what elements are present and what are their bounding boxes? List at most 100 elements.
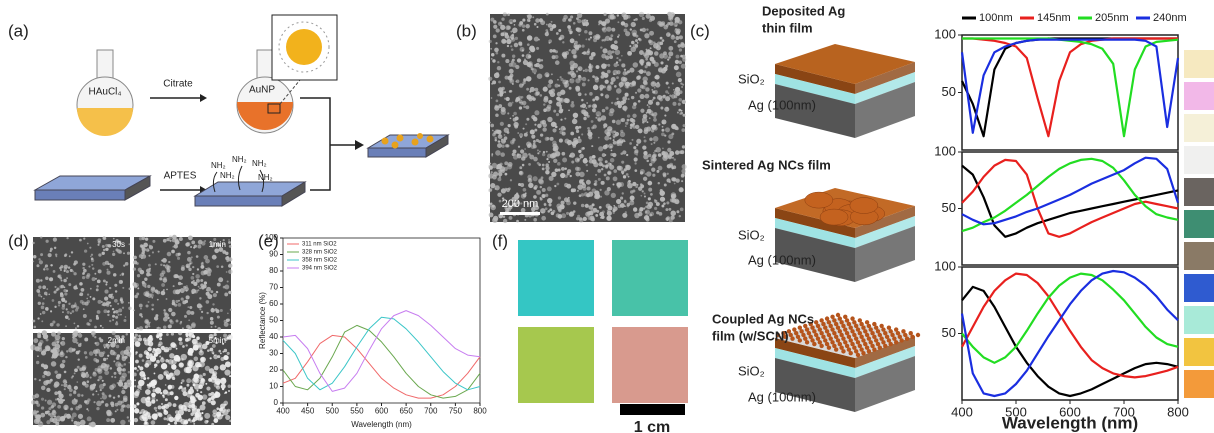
sem-grain (171, 311, 176, 317)
nc-dot (781, 330, 786, 336)
sem-grain (114, 376, 117, 379)
sem-grain (43, 364, 49, 370)
sem-grain (527, 174, 533, 180)
sem-grain (216, 407, 220, 411)
sem-grain (124, 316, 127, 318)
sem-grain (569, 154, 572, 158)
sem-grain (183, 420, 189, 425)
sem-grain (611, 130, 615, 134)
sem-grain (178, 387, 181, 390)
sem-grain (616, 76, 619, 80)
sem-grain (187, 306, 190, 309)
sem-grain (675, 178, 680, 183)
sem-grain (48, 293, 51, 296)
sem-grain (122, 387, 124, 390)
sem-grain (79, 292, 84, 297)
sem-grain (582, 69, 585, 72)
sem-grain (497, 192, 502, 197)
sem-grain (169, 239, 172, 242)
sem-grain (582, 159, 585, 162)
sem-grain (189, 261, 193, 265)
sem-grain (612, 13, 615, 15)
legend-label: 240nm (1153, 12, 1187, 24)
sem-grain (643, 207, 646, 210)
sem-grain (656, 169, 660, 173)
nc-dot (833, 334, 839, 340)
sem-grain (667, 21, 671, 25)
sem-grain (535, 138, 539, 143)
sem-grain (618, 199, 621, 202)
sem-grain (109, 367, 113, 370)
sem-grain (629, 28, 633, 31)
sem-grain (32, 411, 38, 416)
y-tick-label: 50 (269, 316, 278, 325)
sem-grain (197, 344, 202, 348)
sem-grain (111, 375, 114, 378)
sem-grain (135, 351, 138, 354)
nc-dot (870, 330, 875, 336)
sem-grain (218, 244, 221, 247)
sem-grain (68, 393, 72, 397)
sem-grain (554, 60, 560, 65)
sem-grain (190, 323, 196, 329)
nc-dot (828, 336, 833, 341)
x-tick-label: 550 (350, 407, 364, 416)
sem-grain (550, 211, 555, 216)
sem-grain (675, 36, 680, 40)
nc-dot (855, 352, 861, 358)
sem-grain (581, 44, 585, 48)
sem-grain (93, 401, 96, 404)
sem-grain (521, 54, 525, 57)
sem-grain (80, 288, 85, 292)
y-tick-label: 20 (269, 365, 278, 374)
sem-grain (521, 163, 525, 167)
sem-grain (654, 149, 657, 153)
sem-grain (70, 251, 74, 254)
nc-dot (895, 330, 901, 336)
sem-grain (175, 410, 179, 415)
sem-grain (167, 384, 173, 390)
sem-grain (166, 237, 170, 242)
sem-grain (509, 117, 512, 120)
sem-grain (521, 100, 527, 106)
sem-grain (185, 334, 189, 338)
sem-grain (44, 399, 47, 402)
sem-grain (653, 41, 656, 44)
nc-dot (786, 329, 792, 334)
sem-grain (666, 178, 671, 183)
sem-grain (515, 192, 519, 195)
sem-grain (145, 304, 149, 308)
sem-grain (118, 279, 123, 285)
sem-grain (54, 391, 59, 396)
sem-grain (63, 278, 67, 283)
block-face (775, 228, 855, 282)
sem-grain (145, 351, 150, 356)
sem-grain (115, 344, 120, 349)
sem-grain (657, 153, 662, 157)
sem-grain (136, 402, 140, 406)
block-face (775, 84, 855, 138)
sem-grain (628, 179, 631, 183)
nc-dot (808, 334, 813, 340)
color-swatch (1184, 114, 1214, 142)
sem-grain (37, 332, 42, 337)
sem-grain (541, 215, 547, 221)
legend-label: 328 nm SiO2 (302, 250, 338, 256)
sem-grain (227, 384, 232, 388)
legend-label: 394 nm SiO2 (302, 266, 338, 272)
sem-grain (606, 85, 612, 91)
sem-grain (656, 41, 662, 47)
sem-grain (549, 91, 556, 98)
sem-grain (621, 172, 624, 175)
nc-dot (886, 338, 892, 343)
sem-grain (93, 349, 98, 355)
color-swatch (1184, 210, 1214, 238)
sem-grain (537, 123, 542, 129)
sem-grain (625, 31, 631, 37)
sem-grain (613, 45, 619, 51)
sem-grain (527, 14, 532, 20)
sem-grain (677, 78, 682, 83)
sem-grain (680, 63, 686, 69)
nc-dot (864, 332, 870, 338)
sem-grain (521, 28, 525, 32)
